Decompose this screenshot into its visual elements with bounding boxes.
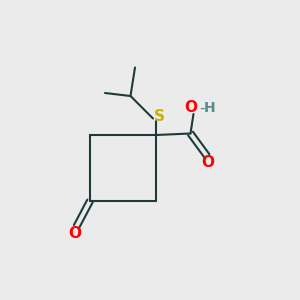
Text: S: S — [154, 110, 165, 124]
Text: O: O — [68, 226, 82, 241]
Text: H: H — [204, 101, 216, 115]
Text: -: - — [199, 100, 205, 116]
Text: O: O — [184, 100, 198, 116]
Text: O: O — [201, 155, 214, 170]
